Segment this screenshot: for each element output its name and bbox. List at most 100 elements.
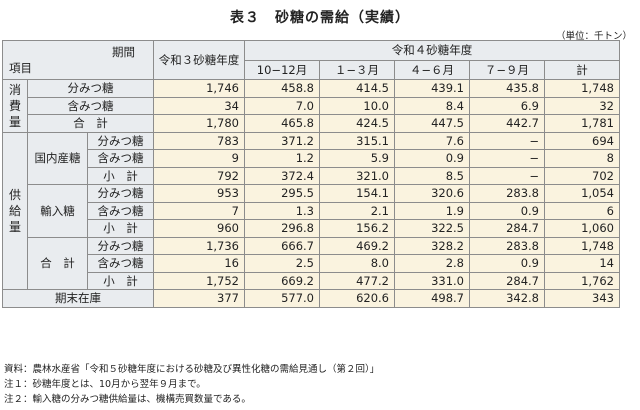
period-label: 期間 (112, 45, 135, 59)
cell-value: 577.0 (244, 289, 320, 308)
table-row: 供給量 国内産糖 分みつ糖 783 371.2 315.1 7.6 − 694 (2, 131, 620, 290)
cell-value: 284.7 (469, 219, 545, 238)
cur-year-header: 令和４砂糖年度 (244, 40, 620, 61)
cell-value: 2.5 (244, 254, 320, 273)
cell-value: 0.9 (469, 254, 545, 273)
row-label: 合 計 (27, 236, 88, 290)
cell-value: 32 (544, 96, 620, 115)
cell-value: 1,762 (544, 271, 620, 290)
row-label: 分みつ糖 (87, 131, 154, 150)
cell-value: 1,781 (544, 114, 620, 133)
row-label: 含みつ糖 (87, 201, 154, 220)
cell-value: 296.8 (244, 219, 320, 238)
cell-value: 1.2 (244, 149, 320, 168)
unit-label: （単位：千トン） (555, 31, 632, 42)
table-row: 小 計 792 372.4 321.0 8.5 − 702 (3, 166, 620, 185)
table-row: 消費量 分みつ糖 1,746 458.8 414.5 439.1 435.8 1… (2, 79, 620, 133)
cell-value: 7.0 (244, 96, 320, 115)
cell-value: 792 (153, 166, 245, 185)
cell-value: 284.7 (469, 271, 545, 290)
prev-year-header: 令和３砂糖年度 (153, 40, 245, 80)
cell-value: 2.8 (394, 254, 470, 273)
sugar-supply-demand-table: 期間 項目 令和３砂糖年度 令和４砂糖年度 10−12月 １−３月 ４−６月 ７… (2, 40, 620, 308)
cell-value: 0.9 (469, 201, 545, 220)
cell-value: 2.1 (319, 201, 395, 220)
cell-value: 1,746 (153, 79, 245, 98)
table-row: 合 計 1,780 465.8 424.5 447.5 442.7 1,781 (3, 114, 620, 133)
quarter-header: １−３月 (319, 59, 395, 80)
cell-value: 371.2 (244, 131, 320, 150)
cell-value: 331.0 (394, 271, 470, 290)
cell-value: 10.0 (319, 96, 395, 115)
cell-value: 295.5 (244, 184, 320, 203)
cell-value: 8.5 (394, 166, 470, 185)
cell-value: 469.2 (319, 236, 395, 255)
table-row: 輸入糖 分みつ糖 953 295.5 154.1 320.6 283.8 1,0… (3, 184, 620, 238)
header-row-1: 期間 項目 令和３砂糖年度 令和４砂糖年度 (2, 40, 620, 80)
table-row: 含みつ糖 16 2.5 8.0 2.8 0.9 14 (3, 254, 620, 273)
cell-value: 1,748 (544, 79, 620, 98)
cell-value: 1,780 (153, 114, 245, 133)
page-title: 表３ 砂糖の需給（実績） (230, 10, 410, 26)
cell-value: 377 (153, 289, 245, 308)
cell-value: 6 (544, 201, 620, 220)
group-label-char: 量 (8, 219, 21, 234)
row-label: 含みつ糖 (87, 254, 154, 273)
table-row: 小 計 960 296.8 156.2 322.5 284.7 1,060 (3, 219, 620, 238)
cell-value: 328.2 (394, 236, 470, 255)
cell-value: 669.2 (244, 271, 320, 290)
cell-value: 447.5 (394, 114, 470, 133)
row-label: 小 計 (87, 271, 154, 290)
cell-value: 0.9 (394, 149, 470, 168)
group-label-char: 費 (8, 98, 21, 113)
cell-value: 960 (153, 219, 245, 238)
cell-value: 14 (544, 254, 620, 273)
row-label: 国内産糖 (27, 131, 88, 185)
cell-value: 1,752 (153, 271, 245, 290)
quarter-header: ４−６月 (394, 59, 470, 80)
table-row: 合 計 分みつ糖 1,736 666.7 469.2 328.2 283.8 1… (3, 236, 620, 290)
group-label-consumption: 消費量 (2, 79, 28, 133)
cell-value: 7 (153, 201, 245, 220)
row-label: 小 計 (87, 219, 154, 238)
row-label: 分みつ糖 (87, 236, 154, 255)
item-label: 項目 (9, 61, 32, 75)
cell-value: 1,060 (544, 219, 620, 238)
group-label-text: 供給量 (7, 187, 23, 235)
row-label: 含みつ糖 (27, 96, 154, 115)
cell-value: 1.9 (394, 201, 470, 220)
cell-value: 1,748 (544, 236, 620, 255)
table-row: 含みつ糖 34 7.0 10.0 8.4 6.9 32 (3, 96, 620, 115)
cell-value: 315.1 (319, 131, 395, 150)
header-row-2: 10−12月 １−３月 ４−６月 ７−９月 計 (3, 59, 620, 80)
table-row: 含みつ糖 9 1.2 5.9 0.9 − 8 (3, 149, 620, 168)
cell-value: 34 (153, 96, 245, 115)
cell-value: 9 (153, 149, 245, 168)
cell-value: 321.0 (319, 166, 395, 185)
cell-value: 783 (153, 131, 245, 150)
cell-value: 435.8 (469, 79, 545, 98)
footnotes: 資料：農林水産省「令和５砂糖年度における砂糖及び異性化糖の需給見通し（第２回）」… (4, 362, 379, 407)
cell-value: 953 (153, 184, 245, 203)
table-row: 小 計 1,752 669.2 477.2 331.0 284.7 1,762 (3, 271, 620, 290)
cell-value: 283.8 (469, 236, 545, 255)
group-label-char: 給 (8, 203, 21, 218)
footnote: 注１：砂糖年度とは、10月から翌年９月まで。 (4, 379, 206, 390)
cell-value: 477.2 (319, 271, 395, 290)
cell-value: 8.4 (394, 96, 470, 115)
cell-value: 414.5 (319, 79, 395, 98)
header-corner-cell: 期間 項目 (2, 40, 154, 80)
cell-value: 8.0 (319, 254, 395, 273)
cell-value: 1,054 (544, 184, 620, 203)
cell-value: 458.8 (244, 79, 320, 98)
cell-value: 424.5 (319, 114, 395, 133)
cell-value: 1,736 (153, 236, 245, 255)
footnote: 注２：輸入糖の分みつ糖供給量は、機構売買数量である。 (4, 394, 251, 405)
cell-value: 283.8 (469, 184, 545, 203)
cell-value: 16 (153, 254, 245, 273)
cell-value: 8 (544, 149, 620, 168)
row-label: 合 計 (27, 114, 154, 133)
quarter-header: 計 (544, 59, 620, 80)
cell-value: − (469, 131, 545, 150)
cell-value: 620.6 (319, 289, 395, 308)
